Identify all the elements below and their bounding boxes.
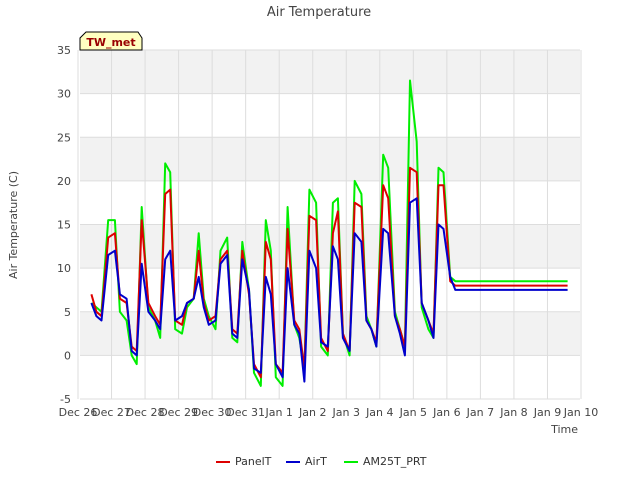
y-tick-label: 0 xyxy=(64,349,71,362)
x-tick-label: Dec 26 xyxy=(59,406,98,419)
x-tick-label: Dec 27 xyxy=(92,406,131,419)
background-band xyxy=(80,50,580,94)
background-band xyxy=(80,355,580,399)
series-line-airt xyxy=(90,197,568,383)
x-tick-label: Jan 4 xyxy=(365,406,393,419)
legend-label: PanelT xyxy=(235,455,272,468)
y-tick-label: 30 xyxy=(57,88,71,101)
series-lines xyxy=(90,79,568,387)
x-tick-label: Jan 7 xyxy=(466,406,494,419)
y-tick-label: -5 xyxy=(60,393,71,406)
y-tick-label: 10 xyxy=(57,262,71,275)
y-tick-label: 15 xyxy=(57,219,71,232)
annotation-badge: TW_met xyxy=(79,31,143,51)
gridlines xyxy=(77,49,582,400)
x-tick-label: Jan 8 xyxy=(499,406,527,419)
y-tick-label: 25 xyxy=(57,131,71,144)
y-axis-ticks: -5 0 5 10 15 20 25 30 35 xyxy=(57,44,71,406)
y-tick-label: 5 xyxy=(64,306,71,319)
legend-label: AM25T_PRT xyxy=(363,455,427,468)
x-tick-label: Dec 29 xyxy=(159,406,198,419)
x-tick-label: Jan 9 xyxy=(533,406,561,419)
x-tick-label: Jan 3 xyxy=(332,406,360,419)
y-tick-label: 35 xyxy=(57,44,71,57)
background-band xyxy=(80,180,580,225)
x-tick-label: Dec 28 xyxy=(126,406,165,419)
x-axis-label: Time xyxy=(550,423,578,436)
x-tick-label: Jan 6 xyxy=(432,406,460,419)
x-tick-label: Jan 2 xyxy=(298,406,326,419)
background-band xyxy=(80,93,580,138)
y-tick-label: 20 xyxy=(57,175,71,188)
x-tick-label: Dec 30 xyxy=(193,406,232,419)
y-axis-label: Air Temperature (C) xyxy=(7,171,20,279)
x-tick-label: Jan 5 xyxy=(399,406,427,419)
annotation-text: TW_met xyxy=(86,36,135,49)
x-tick-label: Jan 10 xyxy=(563,406,598,419)
background-band xyxy=(80,137,580,181)
x-tick-label: Dec 31 xyxy=(226,406,265,419)
x-tick-label: Jan 1 xyxy=(264,406,292,419)
legend-label: AirT xyxy=(305,455,327,468)
chart-title: Air Temperature xyxy=(267,5,371,20)
legend: PanelT AirT AM25T_PRT xyxy=(216,455,427,468)
